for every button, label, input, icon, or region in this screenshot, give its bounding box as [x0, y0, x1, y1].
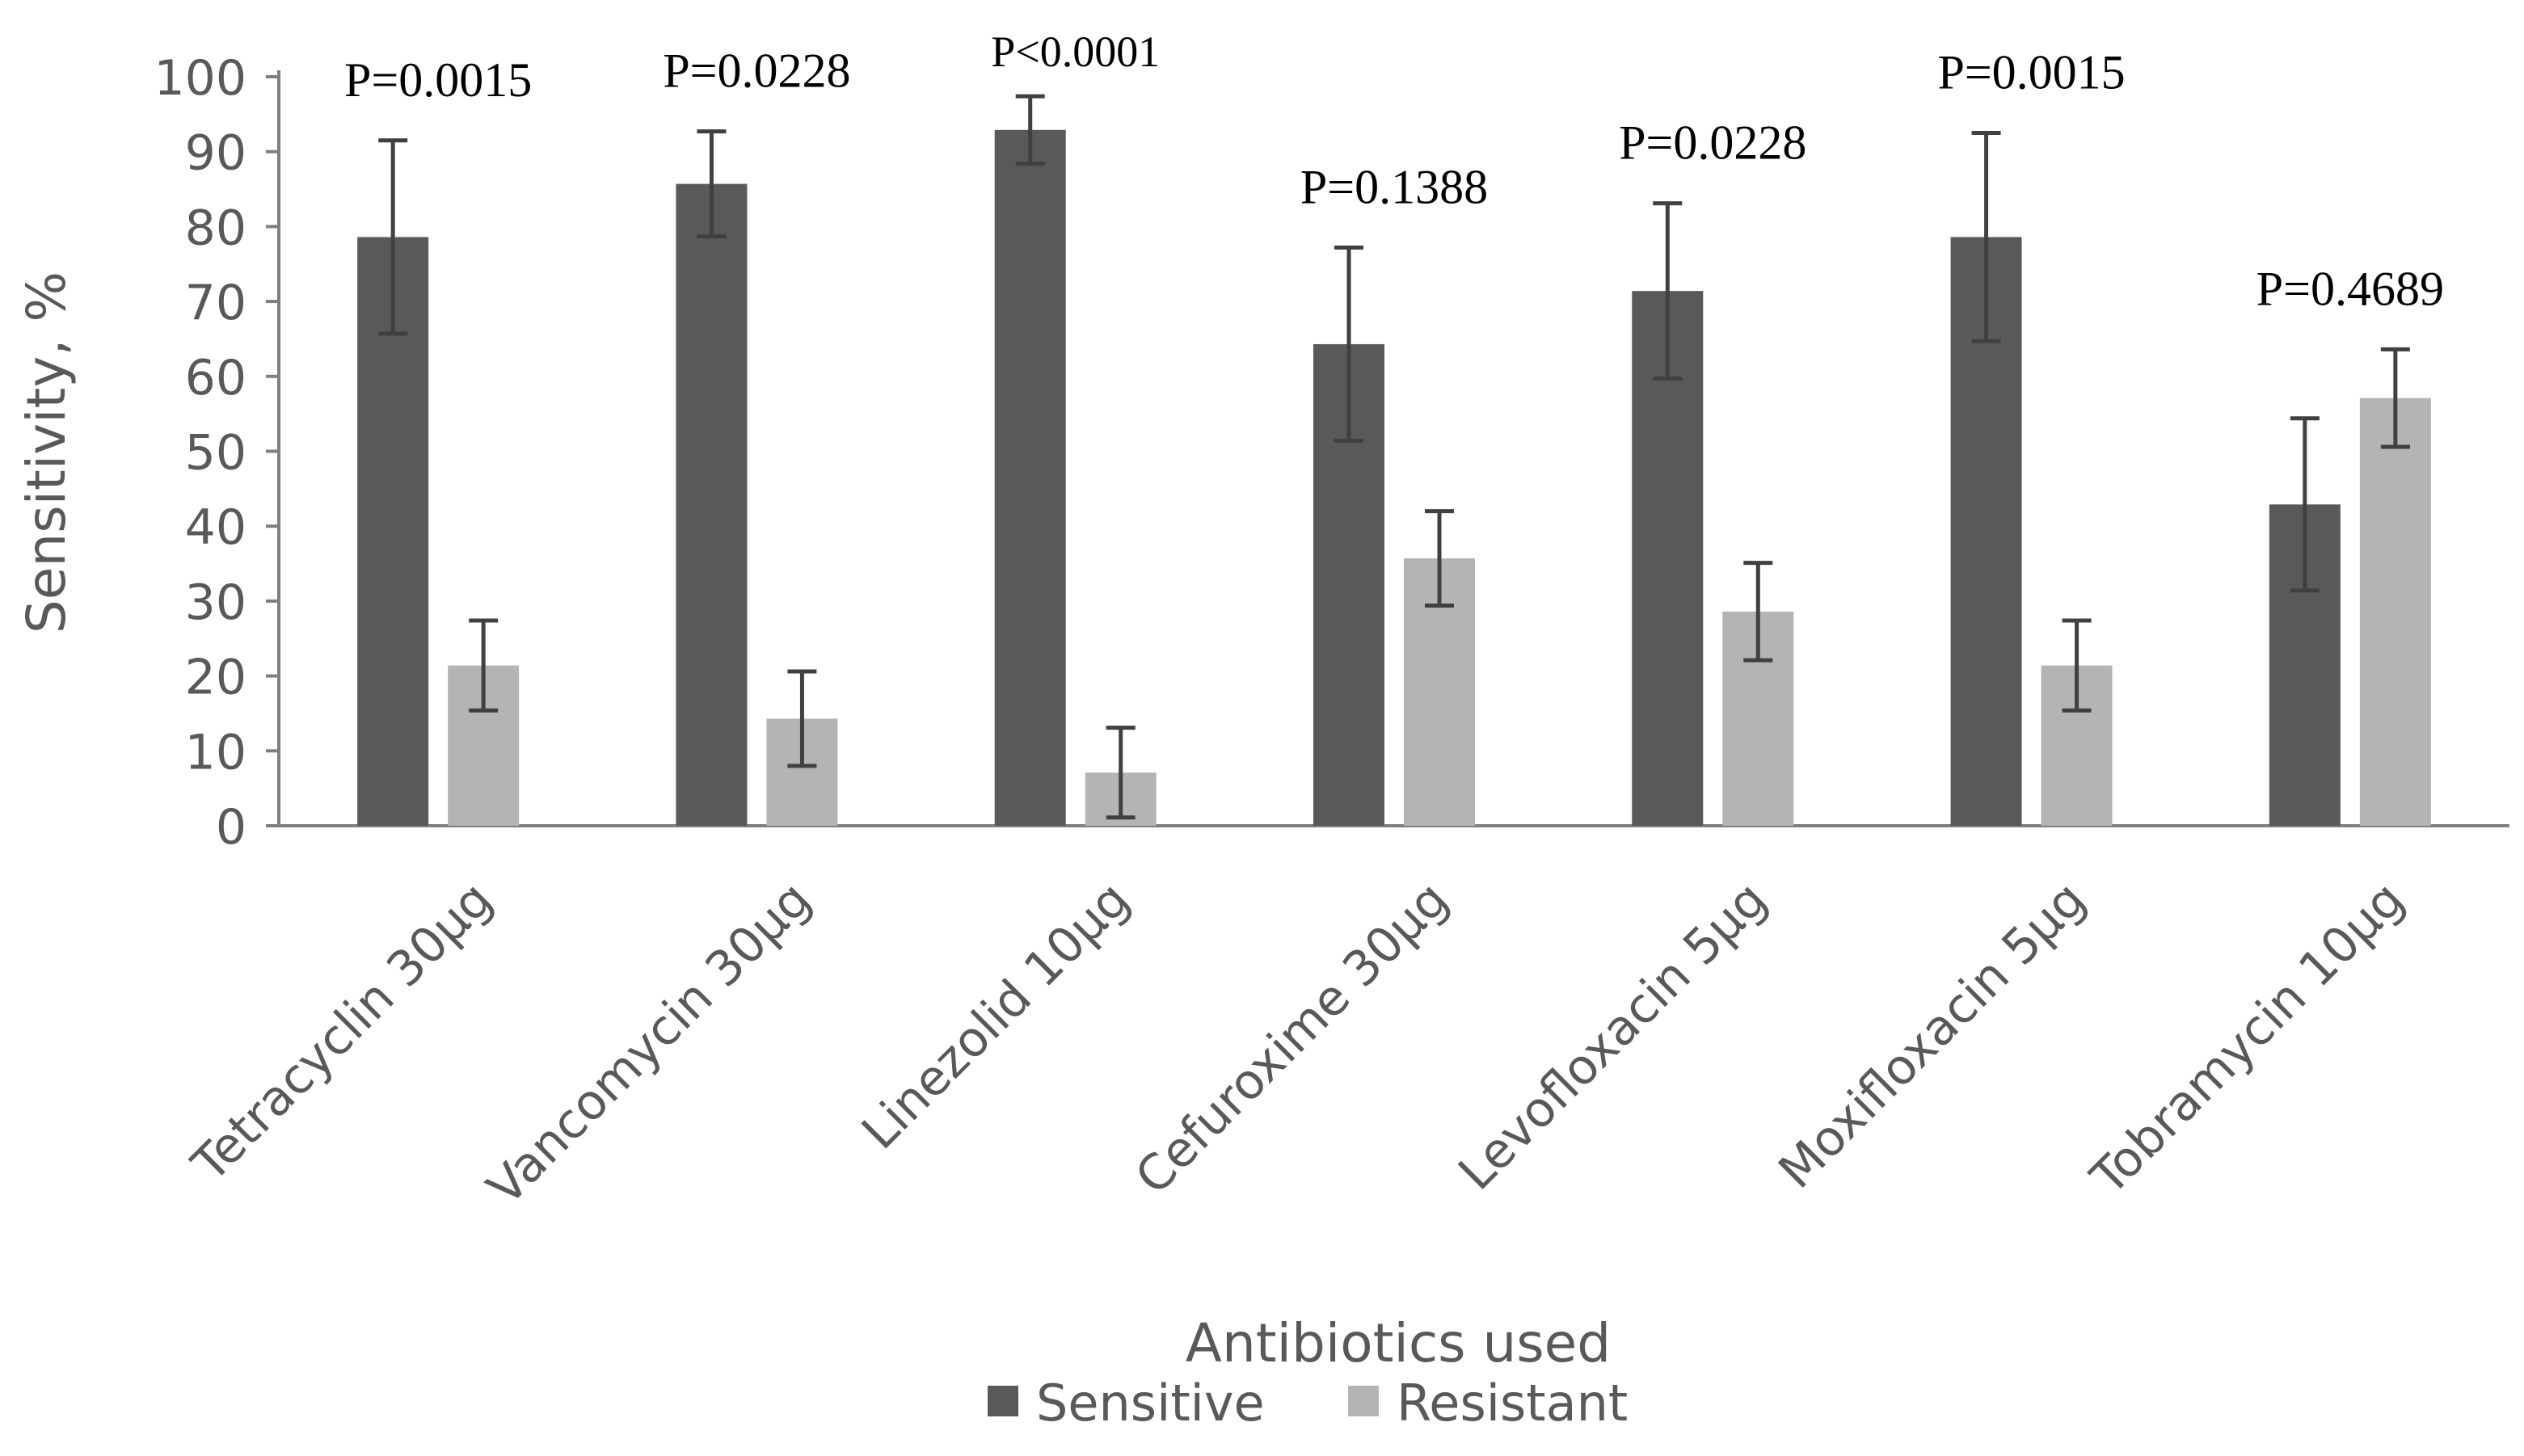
y-tick-label: 40 — [185, 499, 247, 556]
p-value-label: P=0.0015 — [1937, 46, 2125, 99]
axes: 0 10 20 30 40 50 60 70 80 90 100 — [154, 50, 2509, 856]
x-tick-label: Tetracyclin 30µg — [181, 871, 504, 1193]
p-value-label: P=0.4689 — [2256, 262, 2444, 315]
x-axis-title: Antibiotics used — [1186, 1312, 1611, 1374]
error-bars — [378, 94, 2410, 820]
bar-sensitive — [994, 129, 1066, 826]
x-tick-label: Tobramycin 10µg — [2079, 871, 2415, 1206]
y-tick-label: 0 — [216, 799, 247, 856]
legend: Sensitive Resistant — [988, 1374, 1628, 1433]
y-tick-label: 50 — [185, 425, 247, 482]
x-tick-label: Vancomycin 30µg — [477, 871, 822, 1216]
legend-label-resistant: Resistant — [1397, 1374, 1628, 1433]
p-value-label: P=0.0228 — [663, 44, 850, 98]
p-value-label: P=0.1388 — [1300, 160, 1488, 213]
p-value-label: P=0.0228 — [1619, 116, 1806, 170]
bar-sensitive — [676, 183, 748, 826]
legend-swatch-sensitive — [988, 1386, 1018, 1416]
y-tick-label: 100 — [154, 50, 247, 107]
x-tick-label: Moxifloxacin 5µg — [1768, 871, 2097, 1200]
y-tick-label: 20 — [185, 650, 247, 706]
legend-swatch-resistant — [1348, 1386, 1379, 1416]
y-tick-label: 10 — [185, 724, 247, 781]
y-tick-label: 30 — [185, 574, 247, 631]
y-tick-label: 80 — [185, 200, 247, 256]
x-tick-label: Linezolid 10µg — [851, 871, 1140, 1160]
x-tick-label: Levofloxacin 5µg — [1447, 871, 1777, 1201]
y-tick-label: 60 — [185, 350, 247, 406]
y-axis-title: Sensitivity, % — [15, 271, 78, 633]
y-tick-label: 90 — [185, 125, 247, 182]
p-value-annotations: P=0.0015 P=0.0228 P<0.0001 P=0.1388 P=0.0228… — [344, 27, 2444, 315]
p-value-label: P<0.0001 — [991, 27, 1160, 76]
y-tick-label: 70 — [185, 275, 247, 331]
p-value-label: P=0.0015 — [344, 53, 532, 107]
bar-resistant — [2359, 398, 2431, 827]
legend-label-sensitive: Sensitive — [1036, 1374, 1265, 1433]
x-tick-label: Cefuroxime 30µg — [1125, 871, 1460, 1206]
bars — [357, 129, 2431, 827]
